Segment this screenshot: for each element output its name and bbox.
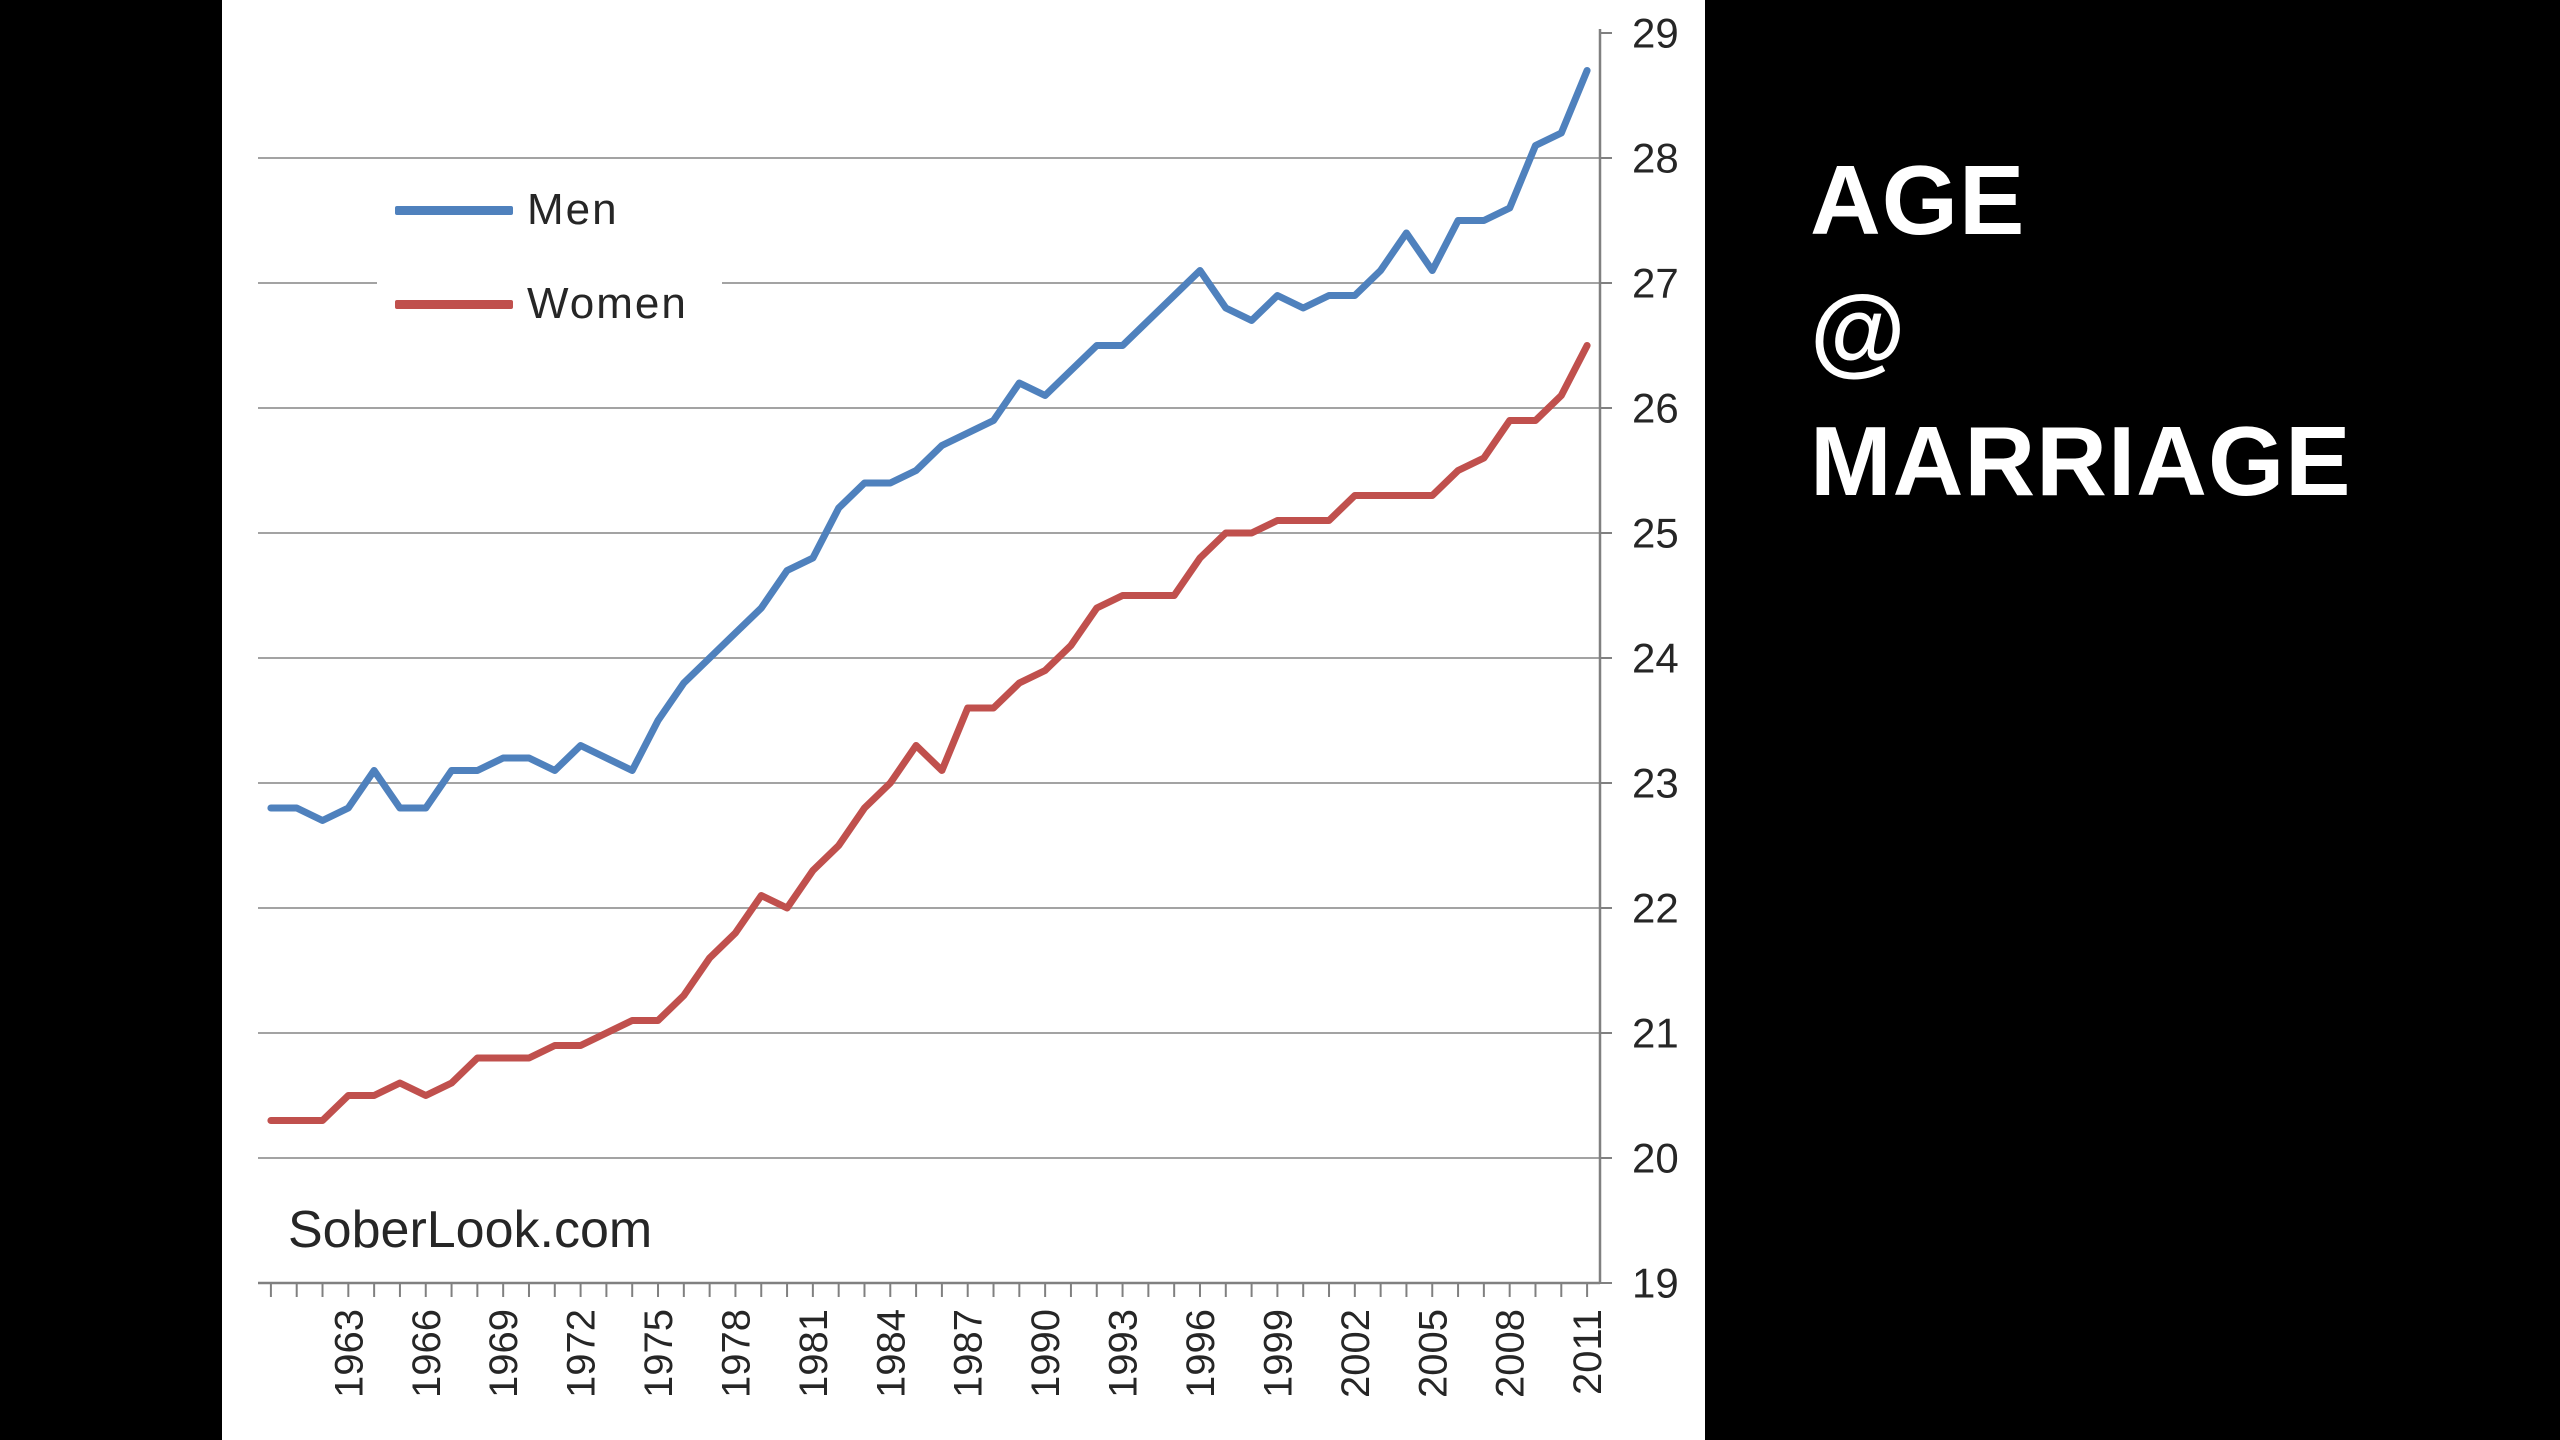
- svg-text:29: 29: [1632, 10, 1679, 57]
- svg-text:1984: 1984: [869, 1309, 913, 1398]
- chart-legend: Men Women: [377, 165, 722, 349]
- svg-text:1990: 1990: [1024, 1309, 1068, 1398]
- chart-panel: 19 20 21 22 23 24 25 26 27 28 29 1963 1966 1969 1972 19…: [222, 0, 1705, 1440]
- legend-item-women: Women: [395, 279, 688, 329]
- svg-text:22: 22: [1632, 885, 1679, 932]
- svg-text:1996: 1996: [1179, 1309, 1223, 1398]
- svg-text:2008: 2008: [1489, 1309, 1533, 1398]
- svg-text:25: 25: [1632, 510, 1679, 557]
- svg-text:1981: 1981: [792, 1309, 836, 1398]
- age-at-marriage-line-chart: 19 20 21 22 23 24 25 26 27 28 29 1963 1966 1969 1972 19…: [258, 10, 1679, 1398]
- women-line-swatch: [395, 299, 513, 309]
- svg-text:23: 23: [1632, 760, 1679, 807]
- svg-text:19: 19: [1632, 1260, 1679, 1307]
- svg-text:1993: 1993: [1102, 1309, 1146, 1398]
- svg-text:1969: 1969: [482, 1309, 526, 1398]
- source-watermark: SoberLook.com: [288, 1201, 653, 1259]
- svg-text:20: 20: [1632, 1135, 1679, 1182]
- svg-text:26: 26: [1632, 385, 1679, 432]
- svg-text:1999: 1999: [1256, 1309, 1300, 1398]
- svg-text:24: 24: [1632, 635, 1679, 682]
- svg-text:28: 28: [1632, 135, 1679, 182]
- title-line-2: @: [1810, 275, 1907, 386]
- legend-item-men: Men: [395, 185, 688, 235]
- svg-text:1978: 1978: [714, 1309, 758, 1398]
- svg-text:1972: 1972: [560, 1309, 604, 1398]
- svg-text:1963: 1963: [327, 1309, 371, 1398]
- men-line-swatch: [395, 205, 513, 215]
- title-line-3: MARRIAGE: [1810, 405, 2352, 516]
- slide-title: AGE @ MARRIAGE: [1810, 135, 2352, 526]
- svg-text:2002: 2002: [1334, 1309, 1378, 1398]
- legend-label-men: Men: [527, 185, 619, 234]
- svg-text:27: 27: [1632, 260, 1679, 307]
- svg-text:21: 21: [1632, 1010, 1679, 1057]
- svg-text:1975: 1975: [637, 1309, 681, 1398]
- svg-text:1987: 1987: [947, 1309, 991, 1398]
- title-line-1: AGE: [1810, 145, 2026, 255]
- svg-text:2005: 2005: [1411, 1309, 1455, 1398]
- legend-label-women: Women: [527, 279, 688, 328]
- svg-text:2011: 2011: [1566, 1309, 1610, 1395]
- svg-text:1966: 1966: [405, 1309, 449, 1398]
